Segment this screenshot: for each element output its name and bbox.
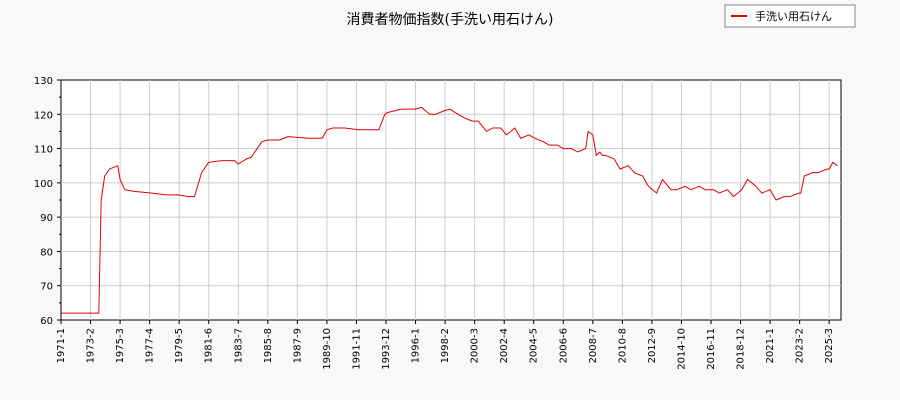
x-tick-label: 1989-10 <box>322 328 333 370</box>
x-tick-label: 1987-9 <box>292 328 303 363</box>
y-tick-label: 60 <box>40 316 53 327</box>
y-tick-label: 90 <box>40 213 53 224</box>
chart-title: 消費者物価指数(手洗い用石けん) <box>347 12 554 28</box>
legend: 手洗い用石けん <box>725 5 855 27</box>
y-tick-label: 110 <box>34 145 53 156</box>
x-tick-label: 2025-3 <box>824 328 835 363</box>
x-tick-label: 2004-5 <box>529 328 540 363</box>
x-tick-label: 1998-2 <box>440 328 451 363</box>
x-tick-label: 1981-6 <box>204 328 215 363</box>
y-tick-label: 120 <box>34 110 53 121</box>
x-tick-label: 2016-11 <box>706 328 717 370</box>
x-tick-label: 1983-7 <box>233 328 244 363</box>
x-tick-label: 1979-5 <box>174 328 185 363</box>
x-tick-label: 1985-8 <box>263 328 274 363</box>
x-tick-label: 1975-3 <box>115 328 126 363</box>
x-tick-label: 1991-11 <box>351 328 362 370</box>
x-tick-label: 2006-6 <box>558 328 569 363</box>
y-tick-label: 130 <box>34 76 53 87</box>
y-tick-label: 80 <box>40 247 53 258</box>
x-tick-label: 1973-2 <box>86 328 97 363</box>
x-tick-label: 1977-4 <box>145 328 156 363</box>
y-tick-label: 70 <box>40 282 53 293</box>
x-tick-label: 2023-2 <box>795 328 806 363</box>
x-tick-label: 2018-12 <box>736 328 747 370</box>
x-tick-label: 2002-4 <box>499 328 510 363</box>
x-tick-label: 2014-10 <box>676 328 687 370</box>
x-tick-label: 2000-3 <box>470 328 481 363</box>
x-tick-label: 1993-12 <box>381 328 392 370</box>
x-tick-label: 1971-1 <box>56 328 67 363</box>
legend-label: 手洗い用石けん <box>755 9 832 23</box>
x-tick-label: 2010-8 <box>617 328 628 363</box>
y-tick-label: 100 <box>34 179 53 190</box>
x-tick-label: 2021-1 <box>765 328 776 363</box>
x-tick-label: 2012-9 <box>647 328 658 363</box>
plot-area <box>61 80 841 320</box>
x-tick-label: 2008-7 <box>588 328 599 363</box>
x-tick-label: 1996-1 <box>411 328 422 363</box>
